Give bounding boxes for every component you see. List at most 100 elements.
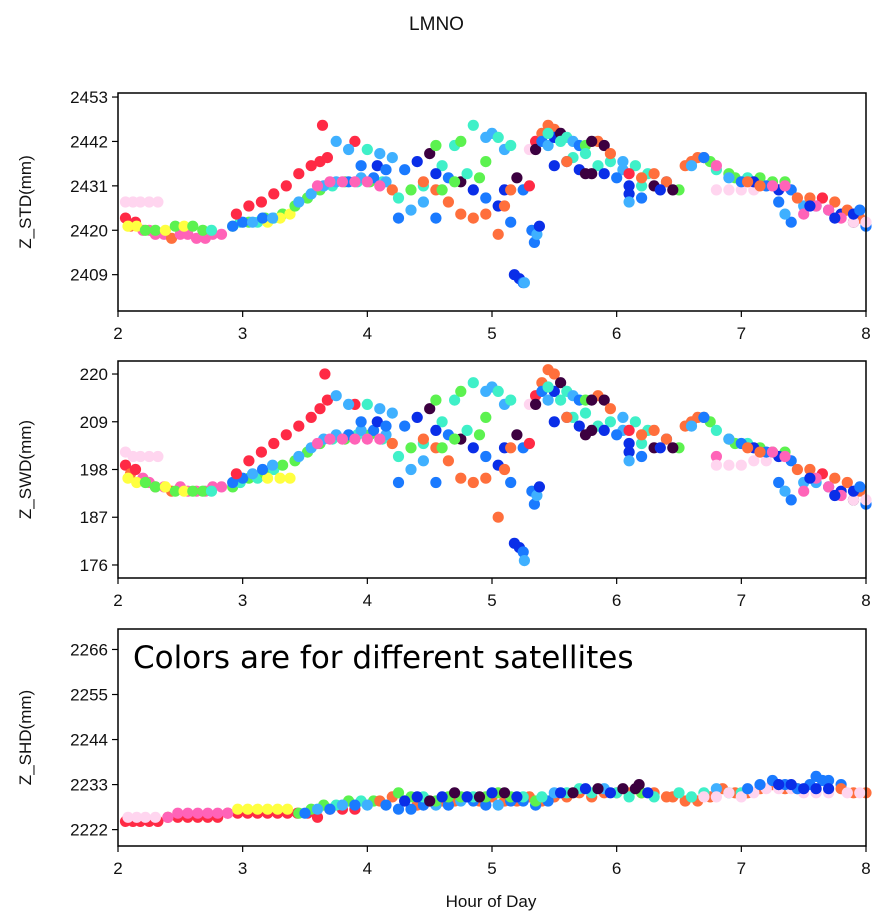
panel-1-point — [247, 216, 259, 228]
panel-1-point — [178, 220, 190, 232]
panel-3-point — [299, 807, 311, 819]
panel-2-point — [498, 463, 511, 476]
panel-1-point — [343, 143, 355, 156]
panel-2-point — [449, 394, 461, 406]
panel-2-point — [262, 472, 274, 484]
panel-1-point — [361, 176, 373, 188]
panel-2-point — [492, 511, 504, 523]
panel-1-point — [386, 184, 398, 196]
panel-1-point — [492, 228, 504, 240]
panel-1-point — [152, 196, 164, 208]
panel-1-point — [449, 176, 461, 188]
panel-1-point — [555, 135, 567, 147]
panel-3-point — [623, 791, 635, 803]
panel-1-point — [473, 172, 486, 184]
panel-1-point — [829, 212, 841, 224]
panel-2-point — [274, 472, 286, 484]
panel-1-point — [324, 176, 336, 188]
panel-2-point — [371, 416, 383, 428]
panel-2-point — [531, 489, 543, 502]
panel-1-point — [598, 139, 610, 152]
panel-2-point — [293, 450, 305, 463]
panel-1-point — [455, 208, 467, 220]
panel-3-point — [798, 783, 810, 795]
panel-3-point — [222, 807, 234, 819]
panel-2-point — [267, 459, 279, 471]
panel-1-point — [629, 160, 642, 172]
panel-2-point — [555, 394, 567, 406]
panel-2-point — [598, 424, 610, 436]
panel-3-point — [172, 807, 184, 819]
panel-3-point — [673, 787, 685, 799]
panel-2-point — [368, 424, 380, 436]
panel-2-point — [480, 472, 492, 484]
panel-1-point — [480, 156, 492, 168]
panel-3-point — [742, 783, 754, 795]
panel-1-point — [816, 192, 829, 204]
x-tick-label: 2 — [113, 859, 122, 878]
panel-2-point — [467, 476, 479, 489]
panel-2-point — [293, 420, 305, 432]
panel-2-point — [119, 459, 132, 471]
x-tick-label: 4 — [363, 859, 372, 878]
x-tick-label: 5 — [487, 859, 496, 878]
panel-2-point — [823, 481, 835, 493]
panel-1-point — [455, 135, 467, 147]
panel-1-point — [548, 160, 560, 172]
panel-3-point — [633, 779, 645, 791]
panel-1-point — [505, 184, 517, 196]
panel-2-point — [791, 463, 804, 476]
panel-1-point — [386, 152, 398, 164]
panel-2-point — [349, 433, 361, 445]
panel-3-point — [162, 811, 174, 823]
panel-2-point — [405, 463, 417, 476]
panel-1-point — [636, 180, 648, 192]
panel-2-point — [723, 459, 735, 471]
panel-1-point — [392, 192, 405, 204]
panel-2-point — [243, 455, 255, 467]
x-tick-label: 7 — [737, 591, 746, 610]
panel-1-point — [268, 188, 280, 200]
panel-1-point — [698, 152, 710, 164]
panel-2-point — [467, 442, 479, 454]
panel-2-point — [517, 546, 529, 558]
y-axis-label: Z_SWD(mm) — [16, 420, 35, 519]
panel-3-point — [131, 811, 143, 823]
panel-2-point — [579, 429, 592, 441]
panel-2-point — [321, 394, 333, 406]
x-tick-label: 2 — [113, 324, 122, 343]
panel-2-point — [473, 429, 486, 441]
panel-2-point — [159, 481, 171, 493]
panel-2-point — [430, 394, 442, 406]
panel-1-point — [785, 216, 797, 228]
panel-1-point — [380, 164, 392, 176]
panel-1-point — [237, 216, 249, 228]
panel-1-point — [371, 160, 383, 172]
panel-2-point — [311, 437, 324, 450]
panel-1-point — [467, 119, 479, 131]
panel-1-point — [685, 160, 698, 172]
panel-1-point — [623, 168, 635, 180]
panel-2-point — [149, 481, 161, 493]
panel-2-point — [139, 476, 151, 489]
panel-2-point — [169, 485, 181, 497]
panel-2-point — [336, 433, 348, 445]
panel-1-point — [623, 196, 635, 208]
panel-3-point — [698, 791, 710, 803]
panel-1-point — [604, 148, 617, 160]
panel-2-point — [324, 433, 336, 445]
panel-2-point — [773, 476, 785, 489]
panel-1-point — [823, 204, 835, 216]
x-tick-label: 8 — [861, 324, 870, 343]
panel-1-point — [542, 139, 554, 152]
panel-3-point — [854, 787, 866, 799]
panel-1-point — [227, 220, 239, 232]
panel-2-point — [284, 472, 296, 484]
panel-1-point — [654, 184, 666, 196]
panel-3-point — [449, 787, 461, 799]
panel-1-point — [804, 200, 816, 212]
panel-2-point — [417, 433, 429, 445]
panel-1-point — [530, 143, 542, 156]
panel-1-point — [498, 200, 511, 212]
panel-1-point — [623, 188, 635, 200]
